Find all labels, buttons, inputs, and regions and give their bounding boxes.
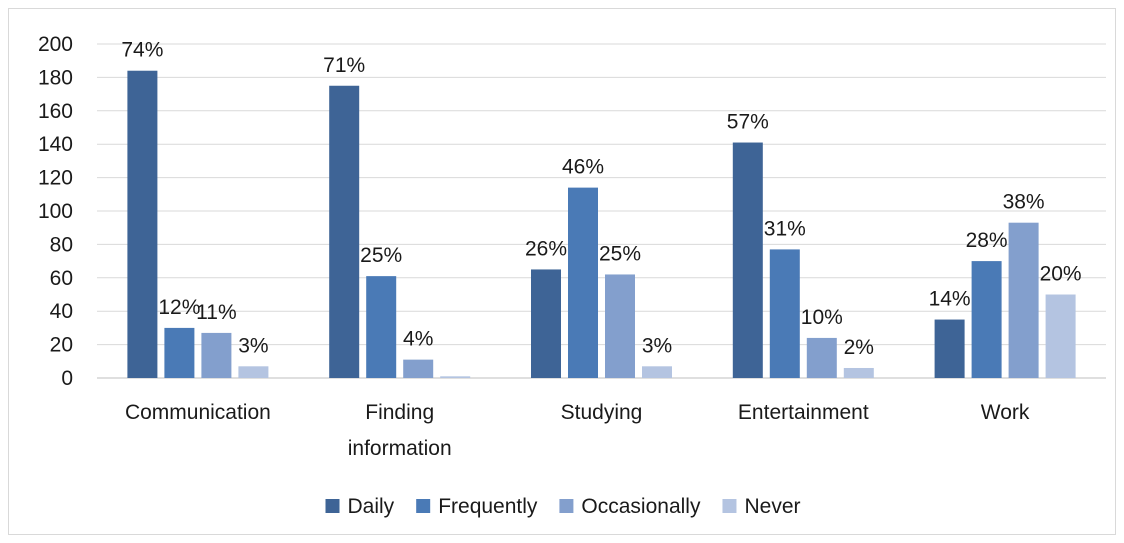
data-label: 26% — [525, 237, 567, 260]
legend-swatch-occasionally — [559, 499, 574, 513]
bar-occasionally — [605, 274, 635, 378]
category-label: Communication — [125, 401, 271, 424]
bar-never — [843, 367, 874, 378]
bar-never — [642, 366, 672, 378]
gridlines — [97, 43, 1106, 379]
bar-frequently — [366, 276, 397, 378]
y-tick-label: 120 — [38, 167, 73, 190]
data-label: 20% — [1040, 263, 1082, 286]
data-label: 11% — [196, 301, 236, 324]
legend-label-occasionally: Occasionally — [581, 495, 701, 518]
y-tick-label: 140 — [38, 133, 73, 156]
bar-frequently — [769, 249, 800, 378]
legend-label-daily: Daily — [348, 495, 395, 518]
bar-occasionally — [403, 359, 434, 378]
data-label: 3% — [642, 334, 672, 357]
bar-occasionally — [201, 332, 232, 378]
legend-swatch-never — [722, 499, 737, 513]
y-axis-tick-labels: 0 20 40 60 80 100 120 140 160 180 200 — [38, 33, 73, 390]
y-tick-label: 0 — [61, 367, 73, 390]
y-tick-label: 100 — [38, 200, 73, 223]
legend-swatch-daily — [325, 499, 340, 513]
bar-never — [1045, 294, 1076, 378]
data-label: 14% — [929, 288, 971, 311]
data-label: 38% — [1003, 191, 1045, 214]
legend-label-frequently: Frequently — [438, 495, 538, 518]
y-tick-label: 200 — [38, 33, 73, 56]
y-tick-label: 20 — [50, 334, 73, 357]
y-tick-label: 180 — [38, 66, 73, 89]
data-labels: 74%12%11%3%71%25%4%26%46%25%3%57%31%10%2… — [121, 39, 1081, 359]
data-label: 10% — [801, 306, 843, 329]
data-label: 3% — [238, 334, 268, 357]
category-label: Entertainment — [738, 401, 869, 424]
data-label: 25% — [599, 242, 641, 265]
category-label: information — [348, 437, 452, 460]
bar-occasionally — [806, 337, 837, 378]
bar-frequently — [568, 187, 598, 378]
y-tick-label: 160 — [38, 100, 73, 123]
data-label: 31% — [764, 217, 806, 240]
data-label: 12% — [158, 296, 200, 319]
y-tick-label: 80 — [50, 233, 73, 256]
data-label: 71% — [323, 54, 365, 77]
data-label: 74% — [121, 39, 163, 62]
bar-never — [238, 366, 269, 378]
y-tick-label: 40 — [50, 300, 73, 323]
data-label: 25% — [360, 244, 402, 267]
category-label: Studying — [561, 401, 643, 424]
bars — [127, 70, 1076, 378]
bar-daily — [934, 319, 965, 378]
chart-frame: 0 20 40 60 80 100 120 140 160 180 200 74% 12% 11% 3% 7… — [8, 8, 1116, 535]
bar-never — [440, 376, 471, 378]
legend: Daily Frequently Occasionally Never — [325, 495, 801, 518]
data-label: 2% — [844, 336, 874, 359]
bar-daily — [127, 70, 158, 378]
bar-frequently — [164, 327, 195, 378]
data-label: 46% — [562, 156, 604, 179]
legend-swatch-frequently — [416, 499, 431, 513]
category-label: Work — [981, 401, 1030, 424]
x-axis-category-labels: Communication Finding information Studying E… — [125, 401, 1030, 460]
category-label: Finding — [365, 401, 434, 424]
bar-frequently — [971, 261, 1002, 378]
data-label: 4% — [403, 328, 433, 351]
bar-daily — [329, 85, 360, 378]
legend-label-never: Never — [744, 495, 800, 518]
bar-daily — [732, 142, 763, 378]
data-label: 57% — [727, 111, 769, 134]
bar-occasionally — [1008, 222, 1039, 378]
y-tick-label: 60 — [50, 267, 73, 290]
data-label: 28% — [966, 229, 1008, 252]
bar-daily — [531, 269, 561, 378]
